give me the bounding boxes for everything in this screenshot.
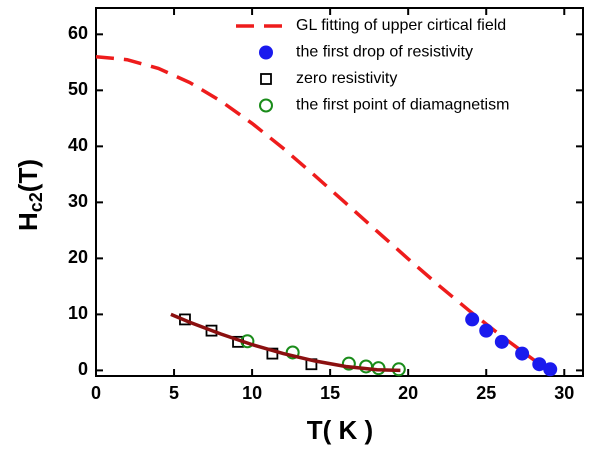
data-point [532, 357, 547, 372]
data-point [479, 323, 494, 338]
y-tick-label: 10 [68, 303, 88, 323]
data-point [515, 346, 530, 361]
y-label-main: H [13, 212, 43, 231]
legend-swatch [259, 98, 273, 113]
y-tick-label: 20 [68, 247, 88, 267]
y-tick-label: 60 [68, 23, 88, 43]
y-tick-label: 40 [68, 135, 88, 155]
legend-label: the first drop of resistivity [296, 44, 473, 61]
y-tick-label: 0 [78, 359, 88, 379]
legend-swatch [260, 73, 272, 85]
x-tick-label: 10 [242, 383, 262, 403]
data-point [494, 334, 509, 349]
data-point [285, 345, 300, 360]
x-tick-label: 0 [91, 383, 101, 403]
y-label-sub: c2 [26, 192, 46, 212]
data-point [465, 312, 480, 327]
data-point [341, 356, 356, 371]
legend-label: GL fitting of upper cirtical field [296, 17, 506, 34]
y-axis-label: Hc2(T) [13, 159, 46, 231]
legend-label: the first point of diamagnetism [296, 97, 509, 114]
data-point [543, 362, 558, 377]
x-tick-label: 5 [169, 383, 179, 403]
y-tick-label: 50 [68, 79, 88, 99]
x-tick-label: 25 [476, 383, 496, 403]
plot-frame [95, 7, 584, 377]
x-tick-label: 15 [320, 383, 340, 403]
y-label-rest: (T) [13, 159, 43, 192]
x-tick-label: 30 [554, 383, 574, 403]
legend-swatch [259, 45, 273, 60]
legend: GL fitting of upper cirtical field the fi… [236, 17, 509, 114]
x-tick-label: 20 [398, 383, 418, 403]
series-line [170, 312, 401, 373]
y-tick-label: 30 [68, 191, 88, 211]
x-axis-label: T( K ) [307, 415, 373, 445]
legend-label: zero resistivity [296, 70, 397, 87]
